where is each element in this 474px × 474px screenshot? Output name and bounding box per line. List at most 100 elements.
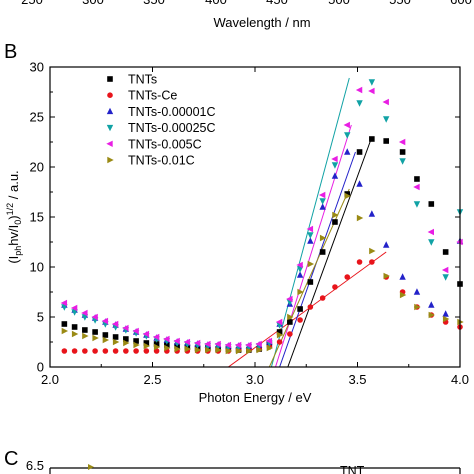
data-point: [383, 272, 390, 280]
data-point: [163, 335, 170, 343]
y-tick-label: 10: [30, 260, 44, 275]
legend-marker: [106, 107, 114, 115]
panel-label-b: B: [4, 41, 17, 63]
data-point: [368, 79, 376, 86]
data-point: [102, 332, 109, 338]
legend-marker: [106, 124, 114, 132]
data-point: [71, 309, 78, 316]
data-point: [344, 274, 351, 280]
data-point: [369, 247, 376, 255]
legend-label: TNTs-0.01C: [128, 154, 195, 168]
data-point: [319, 295, 326, 301]
x-tick-label: 2.5: [143, 372, 161, 387]
data-point: [111, 320, 119, 328]
data-point: [332, 211, 339, 219]
data-point: [344, 192, 351, 200]
data-point: [82, 332, 89, 340]
data-point: [246, 347, 253, 355]
data-point: [245, 341, 252, 349]
data-point: [123, 348, 129, 354]
data-point: [287, 313, 294, 321]
data-point: [296, 266, 304, 273]
data-point: [123, 339, 130, 347]
y-tick-labels: 0 5 10 15 20 25 30: [30, 60, 44, 375]
data-point: [319, 203, 326, 210]
data-point: [92, 348, 98, 354]
data-point: [343, 121, 350, 129]
y-tick-label: 15: [30, 210, 44, 225]
data-point: [287, 331, 293, 337]
data-point: [398, 138, 406, 146]
data-point: [276, 331, 284, 339]
data-point: [183, 338, 191, 346]
data-point: [383, 138, 389, 144]
data-point: [164, 342, 170, 348]
data-point: [71, 330, 79, 338]
data-point: [442, 274, 449, 281]
data-point: [307, 232, 314, 239]
data-point: [133, 348, 139, 354]
data-point: [344, 148, 351, 155]
data-point: [356, 214, 364, 222]
data-point: [184, 345, 192, 353]
series-tnts: [61, 136, 463, 353]
x-tick-label: 4.0: [451, 372, 469, 387]
series-tnts-0-00001c: [61, 148, 464, 349]
data-point: [61, 327, 69, 335]
data-point: [256, 346, 263, 354]
fit-lines: [228, 77, 387, 367]
data-point: [399, 149, 406, 155]
data-point: [82, 348, 88, 354]
data-point: [265, 337, 273, 345]
data-point: [81, 314, 89, 321]
panel-c-legend-fragment: TNT: [340, 464, 365, 474]
data-point: [428, 201, 435, 207]
y-axis-title: (Iphhv/I0)1/2 / a.u.: [5, 170, 23, 263]
data-point: [235, 347, 243, 355]
data-point: [255, 340, 262, 348]
legend-marker: [107, 76, 113, 82]
data-point: [331, 162, 339, 169]
data-point: [142, 330, 150, 338]
top-panel-tick-label: 500: [328, 0, 350, 7]
data-point: [319, 249, 326, 255]
fit-line: [275, 124, 352, 367]
data-point: [428, 239, 435, 246]
data-point: [344, 191, 351, 197]
y-tick-label: 5: [37, 310, 44, 325]
data-point: [153, 341, 160, 347]
data-point: [355, 86, 363, 94]
data-point: [153, 348, 160, 354]
x-axis-title: Photon Energy / eV: [199, 390, 312, 405]
y-tick-label: 20: [30, 160, 44, 175]
data-markers: [60, 79, 464, 355]
data-point: [441, 266, 449, 274]
data-point: [174, 345, 181, 353]
data-point: [414, 176, 420, 182]
data-point: [332, 219, 338, 225]
data-point: [215, 346, 222, 354]
legend-label: TNTs-0.00001C: [128, 105, 216, 119]
data-point: [297, 317, 303, 323]
legend-marker: [107, 92, 113, 98]
data-point: [82, 327, 88, 333]
data-point: [205, 346, 212, 354]
panel-c-frame: [49, 467, 461, 474]
data-point: [60, 299, 68, 307]
x-tick-label: 2.0: [41, 372, 59, 387]
y-tick-label: 0: [37, 360, 44, 375]
data-point: [344, 132, 351, 139]
data-point: [356, 259, 363, 265]
panel-c-legend-marker: [88, 464, 94, 470]
data-point: [296, 261, 303, 269]
y-tick-label: 30: [30, 60, 44, 75]
data-point: [81, 309, 88, 317]
data-point: [276, 329, 283, 335]
panel-label-c: C: [4, 448, 18, 470]
data-point: [102, 336, 110, 344]
data-point: [331, 172, 339, 179]
data-point: [399, 158, 406, 165]
data-point: [414, 303, 421, 311]
data-point: [319, 198, 326, 205]
